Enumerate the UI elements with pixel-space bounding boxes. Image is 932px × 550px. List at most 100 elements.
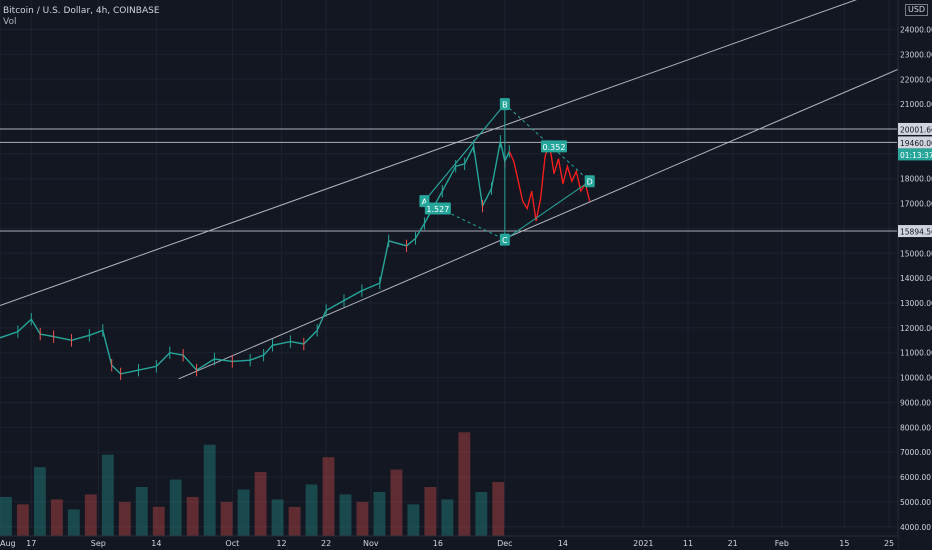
ratio-label: 0.352: [543, 143, 566, 152]
volume-bar: [33, 467, 46, 539]
volume-bar: [50, 499, 63, 539]
volume-bar: [101, 454, 114, 539]
x-tick-label: Feb: [775, 539, 789, 548]
ratio-label: 1.527: [426, 205, 449, 214]
volume-bar: [220, 501, 233, 539]
trendline: [178, 68, 899, 380]
x-tick-label: Nov: [363, 539, 379, 548]
price-line: [0, 141, 510, 375]
price-series: [0, 135, 591, 381]
volume-bar: [373, 491, 386, 539]
pattern-leg: [424, 103, 506, 202]
level-axis-tag: [898, 122, 932, 135]
volume-bar: [492, 482, 505, 539]
x-tick-label: 15: [839, 539, 849, 548]
volume-bar: [118, 501, 131, 539]
volume-bars: [0, 432, 505, 539]
volume-bar: [135, 486, 148, 539]
x-tick-label: 25: [884, 539, 894, 548]
level-axis-label: 20001.66: [900, 125, 932, 134]
currency-label: USD: [905, 4, 929, 16]
pattern-leg: [504, 103, 591, 182]
x-tick-label: 14: [151, 539, 161, 548]
level-axis-label: 15894.56: [900, 228, 932, 237]
y-tick-label: 15000.00: [900, 249, 932, 258]
volume-bar: [458, 432, 471, 539]
volume-bar: [84, 494, 97, 539]
y-tick-label: 18000.00: [900, 175, 932, 184]
pattern-point-label: C: [502, 236, 508, 245]
x-tick-label: 2021: [633, 539, 653, 548]
volume-bar: [152, 506, 165, 539]
x-tick-label: Sep: [91, 539, 106, 548]
volume-bar: [390, 469, 403, 539]
volume-bar: [237, 489, 250, 539]
y-tick-label: 5000.00: [900, 498, 931, 507]
x-tick-label: 22: [321, 539, 331, 548]
price-axis[interactable]: 4000.00 5000.00 6000.00 7000.00 8000.00 9000.…: [897, 0, 932, 550]
y-tick-label: 17000.00: [900, 200, 932, 209]
harmonic-pattern: A B C D 1.527 0.352: [419, 98, 595, 246]
pattern-leg: [504, 180, 591, 241]
y-tick-label: 21000.00: [900, 100, 932, 109]
x-tick-label: 11: [683, 539, 693, 548]
volume-bar: [424, 486, 437, 539]
volume-bar: [288, 506, 301, 539]
y-tick-label: 12000.00: [900, 324, 932, 333]
volume-bar: [407, 504, 420, 539]
volume-bar: [339, 494, 352, 539]
y-tick-label: 11000.00: [900, 349, 932, 358]
volume-bar: [203, 444, 216, 539]
x-tick-label: 12: [276, 539, 286, 548]
trendline: [0, 0, 857, 306]
volume-bar: [169, 479, 182, 539]
level-axis-tag: [898, 136, 932, 149]
volume-bar: [0, 496, 12, 539]
pattern-point-label: B: [502, 101, 508, 110]
volume-bar: [67, 509, 80, 539]
x-tick-label: 17: [26, 539, 36, 548]
pattern-point-tag: [499, 233, 510, 246]
volume-bar: [16, 504, 29, 539]
y-tick-label: 14000.00: [900, 274, 932, 283]
volume-bar: [356, 501, 369, 539]
volume-bar: [475, 491, 488, 539]
pattern-point-label: D: [587, 178, 593, 187]
time-axis[interactable]: Aug 17 Sep 14 Oct 12 22 Nov 16 Dec 14 2021 11 21 Feb 15…: [0, 535, 898, 550]
pattern-point-tag: [499, 98, 510, 111]
ratio-tag: [424, 202, 451, 215]
pattern-point-tag: [584, 175, 595, 188]
x-tick-label: Aug: [0, 539, 16, 548]
chart-title: Bitcoin / U.S. Dollar, 4h, COINBASE: [3, 6, 160, 16]
volume-bar: [322, 457, 335, 539]
volume-bar: [271, 499, 284, 539]
level-axis-tag: [898, 225, 932, 238]
level-axis-label: 19460.00: [900, 139, 932, 148]
price-axis-background: [898, 0, 932, 550]
y-tick-label: 8000.00: [900, 423, 931, 432]
ratio-tag: [540, 140, 567, 153]
volume-indicator-label[interactable]: Vol: [3, 17, 17, 27]
y-tick-label: 23000.00: [900, 50, 932, 59]
pattern-point-label: A: [422, 198, 428, 207]
y-tick-label: 7000.00: [900, 448, 931, 457]
x-tick-label: 14: [558, 539, 568, 548]
y-tick-label: 10000.00: [900, 374, 932, 383]
time-axis-background: [0, 536, 898, 550]
x-tick-label: 16: [433, 539, 443, 548]
y-tick-label: 6000.00: [900, 473, 931, 482]
volume-bar: [441, 499, 454, 539]
y-tick-label: 9000.00: [900, 398, 931, 407]
countdown-axis-tag: [898, 148, 932, 161]
y-tick-label: 24000.00: [900, 26, 932, 35]
volume-bar: [254, 472, 267, 539]
x-tick-label: 21: [728, 539, 738, 548]
y-tick-label: 13000.00: [900, 299, 932, 308]
x-tick-label: Oct: [225, 539, 239, 548]
x-tick-label: Dec: [497, 539, 512, 548]
volume-bar: [186, 496, 199, 539]
projection-line: [508, 143, 591, 222]
countdown-axis-label: 01:13:37: [900, 151, 932, 160]
